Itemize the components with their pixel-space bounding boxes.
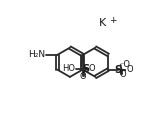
Text: K: K xyxy=(99,18,106,28)
Text: S: S xyxy=(115,65,122,75)
Text: O: O xyxy=(88,64,95,73)
Text: ⁻O: ⁻O xyxy=(119,60,130,69)
Text: +: + xyxy=(109,16,117,25)
Text: HO: HO xyxy=(62,64,75,73)
Text: O: O xyxy=(79,72,86,81)
Text: O: O xyxy=(126,65,133,74)
Text: S: S xyxy=(82,64,89,74)
Text: O: O xyxy=(119,70,126,79)
Text: H₂N: H₂N xyxy=(28,50,46,59)
